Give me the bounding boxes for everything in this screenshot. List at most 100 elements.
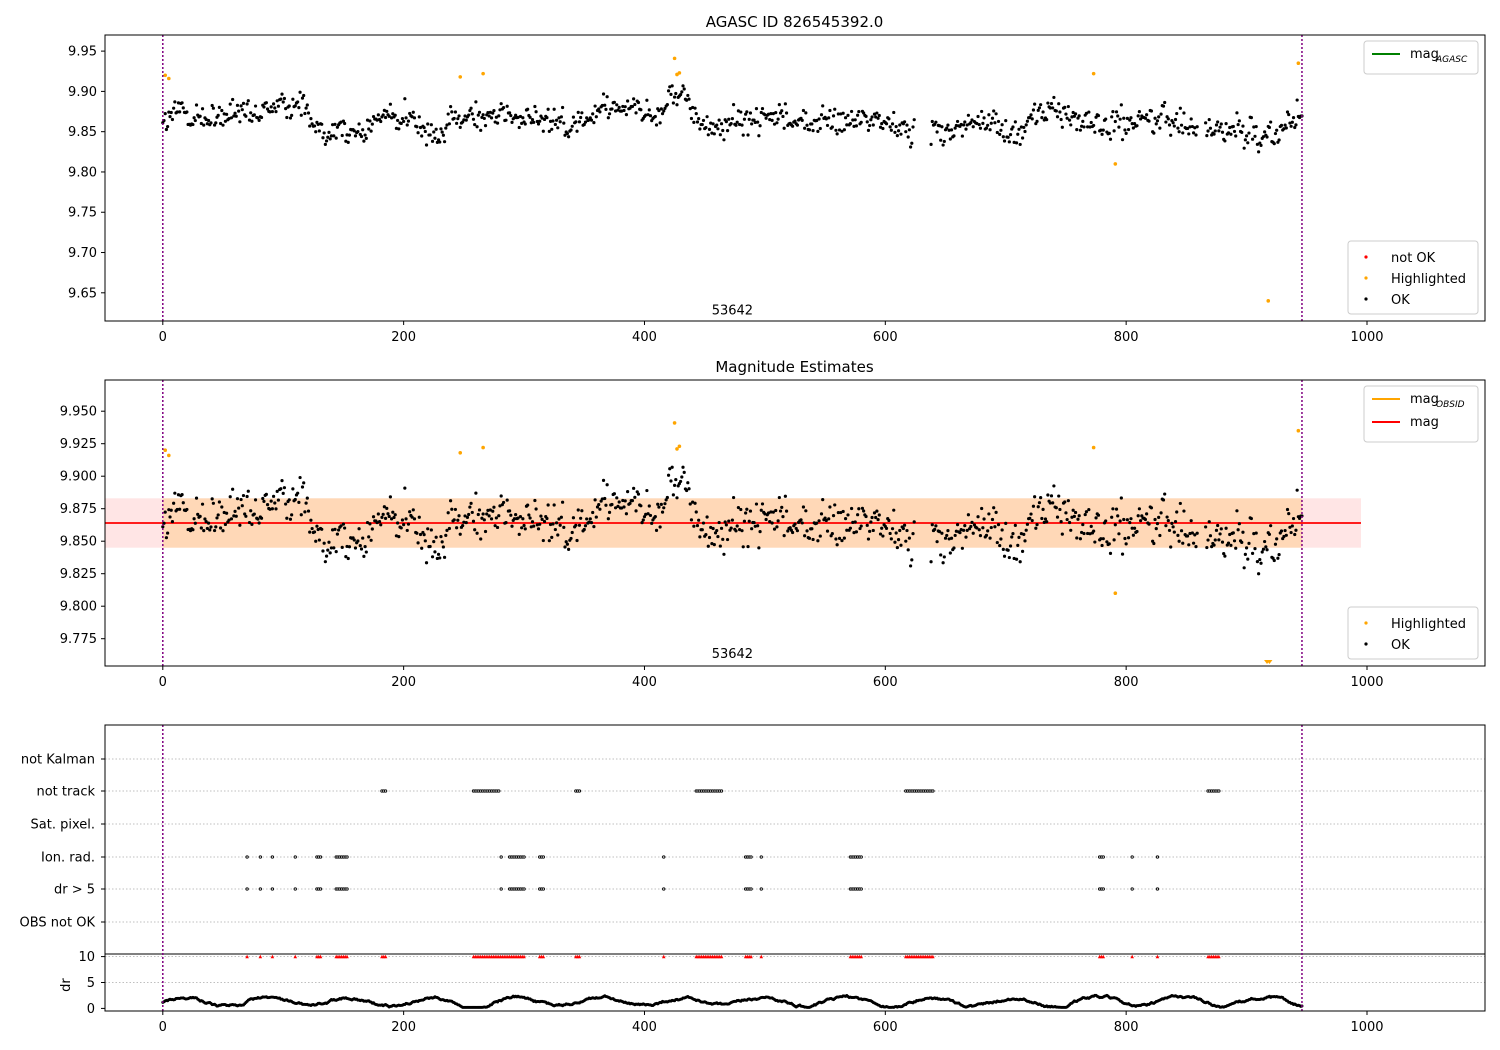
ok-point (211, 106, 215, 110)
ok-point (314, 130, 318, 134)
flag-marker (759, 855, 763, 859)
ok-point (658, 121, 662, 125)
ok-point (222, 510, 226, 515)
ok-point (241, 493, 246, 498)
ok-point (1294, 123, 1298, 127)
ok-point (666, 473, 671, 477)
ok-point (1246, 141, 1250, 145)
ok-point (817, 519, 821, 523)
ok-point (231, 97, 235, 102)
flag-marker (1217, 789, 1221, 793)
ok-point (601, 92, 606, 96)
ok-point (505, 498, 509, 502)
ok-point (367, 127, 371, 131)
ok-point (801, 505, 806, 509)
ok-point (229, 517, 234, 521)
ok-point (170, 519, 175, 524)
ok-point (1153, 116, 1157, 120)
ok-point (952, 546, 956, 550)
ok-point (804, 111, 808, 115)
ok-point (1285, 507, 1290, 512)
magnitude-ytick-label: 9.800 (60, 600, 97, 615)
ok-point (1176, 126, 1180, 130)
ok-point (199, 526, 203, 530)
ok-point (441, 545, 445, 549)
ok-point (675, 496, 679, 500)
ok-point (1072, 114, 1076, 118)
ok-point (734, 123, 738, 127)
agasc-xtick-label: 1000 (1350, 330, 1383, 345)
ok-point (1019, 532, 1023, 536)
ok-point (528, 115, 532, 119)
flag-marker (497, 789, 501, 793)
ok-point (669, 92, 673, 96)
ok-point (164, 536, 169, 540)
ok-point (1126, 127, 1131, 132)
ok-point (830, 532, 834, 536)
ok-point (335, 532, 340, 536)
ok-point (221, 123, 225, 127)
ok-point (551, 522, 555, 526)
ok-point (1000, 123, 1004, 127)
ok-point (966, 513, 971, 517)
ok-point (859, 120, 863, 124)
ok-point (597, 107, 601, 111)
ok-point (1089, 524, 1093, 528)
ok-point (1013, 523, 1017, 528)
ok-point (1229, 543, 1233, 547)
ok-point (766, 112, 771, 116)
ok-point (1166, 117, 1170, 121)
ok-point (463, 114, 467, 118)
ok-point (391, 510, 395, 514)
ok-point (1101, 128, 1105, 132)
ok-point (753, 120, 757, 125)
ok-point (284, 502, 288, 506)
ok-point (613, 506, 618, 510)
dr-flag-marker (1130, 954, 1134, 959)
ok-point (984, 533, 989, 537)
ok-point (1023, 129, 1027, 134)
ok-point (1069, 528, 1073, 532)
ok-point (821, 104, 825, 108)
ok-point (508, 111, 512, 115)
ok-point (740, 529, 744, 533)
ok-point (628, 501, 632, 505)
ok-point (1178, 106, 1182, 110)
ok-point (736, 109, 741, 113)
ok-point (410, 515, 414, 519)
ok-point (1275, 128, 1279, 132)
ok-point (293, 497, 297, 502)
ok-point (711, 122, 715, 126)
ok-point (1169, 545, 1173, 549)
ok-point (1126, 536, 1131, 540)
ok-point (536, 122, 541, 126)
ok-point (547, 129, 551, 133)
ok-point (647, 108, 651, 112)
ok-point (1131, 126, 1135, 130)
ok-point (1132, 526, 1137, 530)
ok-point (185, 507, 189, 512)
ok-point (1253, 134, 1257, 138)
ok-point (523, 527, 527, 531)
ok-point (1267, 532, 1272, 536)
ok-point (265, 502, 270, 507)
ok-point (1173, 519, 1178, 524)
ok-point (1154, 527, 1158, 531)
flags-xtick-label: 200 (391, 1020, 416, 1035)
highlighted-point (672, 56, 677, 61)
ok-point (910, 141, 914, 145)
ok-point (495, 525, 500, 530)
ok-point (1042, 520, 1046, 524)
ok-point (1111, 109, 1115, 114)
ok-point (1204, 121, 1208, 125)
ok-point (658, 525, 662, 529)
ok-point (302, 481, 306, 485)
ok-point (480, 516, 484, 520)
ok-point (362, 139, 366, 143)
ok-point (1207, 520, 1211, 524)
ok-point (1272, 142, 1276, 146)
ok-point (275, 99, 279, 103)
ok-point (1272, 558, 1276, 563)
ok-point (208, 528, 212, 532)
